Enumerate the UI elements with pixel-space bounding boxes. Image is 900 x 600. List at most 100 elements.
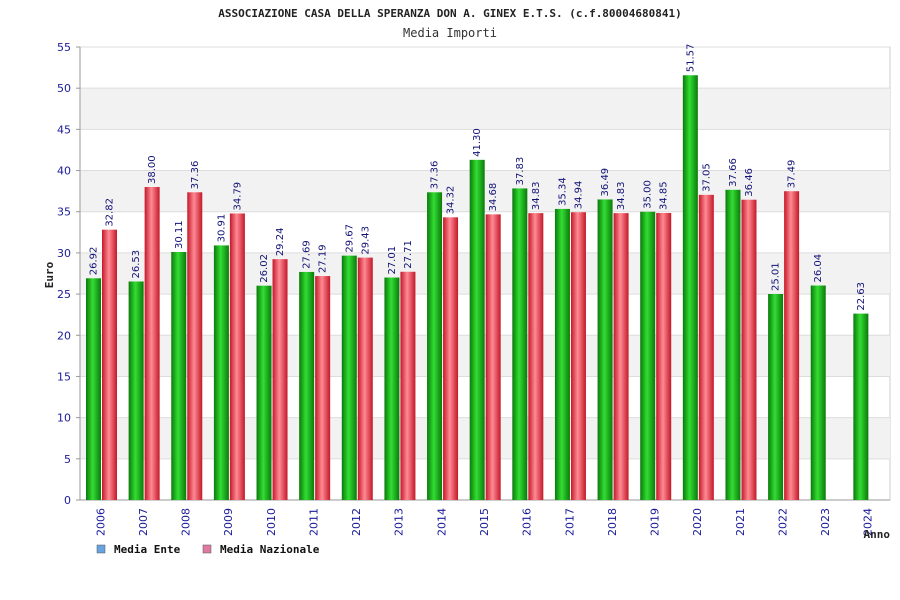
plot-band — [80, 88, 890, 130]
bar-media-nazionale — [741, 199, 757, 500]
data-label-media-ente: 37.36 — [430, 161, 441, 190]
bar-media-nazionale — [443, 217, 459, 500]
data-label-media-nazionale: 29.43 — [360, 226, 371, 255]
bar-media-ente — [768, 294, 784, 500]
y-tick-label: 10 — [57, 412, 71, 425]
y-tick-label: 35 — [57, 206, 71, 219]
data-label-media-ente: 30.91 — [216, 214, 227, 243]
legend-swatch-media-ente — [96, 544, 106, 554]
data-label-media-ente: 27.69 — [302, 240, 313, 269]
data-label-media-ente: 30.11 — [174, 220, 185, 249]
x-tick-label: 2006 — [94, 508, 107, 536]
data-label-media-nazionale: 38.00 — [147, 155, 158, 184]
x-tick-label: 2016 — [521, 508, 534, 536]
data-label-media-ente: 25.01 — [771, 262, 782, 291]
bar-media-ente — [512, 188, 528, 500]
data-label-media-ente: 22.63 — [856, 282, 867, 311]
bar-media-nazionale — [784, 191, 800, 500]
y-tick-label: 20 — [57, 329, 71, 342]
data-label-media-nazionale: 32.82 — [105, 198, 116, 227]
data-label-media-nazionale: 36.46 — [744, 168, 755, 197]
data-label-media-ente: 26.92 — [89, 247, 100, 276]
data-label-media-nazionale: 27.19 — [318, 244, 329, 273]
bar-media-nazionale — [144, 187, 160, 500]
bar-media-nazionale — [528, 213, 544, 501]
bar-media-ente — [86, 278, 101, 500]
data-label-media-nazionale: 37.49 — [787, 160, 798, 189]
data-label-media-nazionale: 34.32 — [446, 186, 457, 215]
chart-title: ASSOCIAZIONE CASA DELLA SPERANZA DON A. … — [218, 7, 682, 20]
data-label-media-ente: 26.53 — [131, 250, 142, 279]
bar-media-ente — [128, 281, 144, 500]
bar-media-ente — [469, 159, 485, 500]
legend-label-media-ente: Media Ente — [114, 543, 181, 556]
bar-media-ente — [256, 285, 272, 500]
data-label-media-ente: 26.02 — [259, 254, 270, 283]
y-tick-label: 5 — [64, 453, 71, 466]
x-tick-label: 2022 — [776, 508, 789, 536]
bar-media-nazionale — [613, 213, 629, 501]
data-label-media-ente: 27.01 — [387, 246, 398, 275]
data-label-media-nazionale: 34.79 — [232, 182, 243, 211]
data-label-media-ente: 35.00 — [643, 180, 654, 209]
y-tick-label: 50 — [57, 82, 71, 95]
x-tick-label: 2014 — [435, 508, 448, 536]
x-tick-label: 2019 — [649, 508, 662, 536]
bar-media-ente — [171, 252, 187, 500]
y-tick-label: 0 — [64, 494, 71, 507]
data-labels-group: 26.92 32.82 26.53 38.00 30.11 37.36 30.91 34.79… — [89, 44, 867, 311]
x-tick-label: 2007 — [137, 508, 150, 536]
bar-media-nazionale — [485, 214, 501, 500]
bar-media-ente — [597, 199, 613, 501]
bar-media-ente — [341, 255, 357, 500]
data-label-media-nazionale: 34.94 — [573, 181, 584, 210]
y-tick-label: 15 — [57, 370, 71, 383]
x-tick-label: 2020 — [691, 508, 704, 536]
bar-media-ente — [213, 245, 229, 500]
y-tick-label: 45 — [57, 123, 71, 136]
x-tick-label: 2010 — [265, 508, 278, 536]
data-label-media-nazionale: 37.05 — [701, 163, 712, 192]
y-axis-label: Euro — [43, 261, 56, 288]
data-label-media-nazionale: 34.83 — [531, 181, 542, 210]
data-label-media-ente: 35.34 — [557, 177, 568, 206]
data-label-media-ente: 37.83 — [515, 157, 526, 186]
bar-media-ente — [682, 75, 698, 500]
x-tick-label: 2021 — [734, 508, 747, 536]
x-tick-label: 2012 — [350, 508, 363, 536]
x-tick-label: 2023 — [819, 508, 832, 536]
bars-group — [86, 75, 869, 501]
bar-media-nazionale — [698, 194, 714, 501]
bar-media-nazionale — [272, 259, 288, 500]
x-tick-label: 2008 — [180, 508, 193, 536]
x-tick-label: 2011 — [307, 508, 320, 536]
legend-label-media-nazionale: Media Nazionale — [220, 543, 320, 556]
data-label-media-ente: 41.30 — [472, 128, 483, 157]
bar-media-nazionale — [656, 212, 672, 501]
y-tick-label: 40 — [57, 165, 71, 178]
bar-media-nazionale — [102, 229, 117, 500]
data-label-media-nazionale: 27.71 — [403, 240, 414, 269]
bar-media-ente — [725, 189, 741, 500]
x-tick-label: 2009 — [222, 508, 235, 536]
data-label-media-nazionale: 29.24 — [275, 228, 286, 257]
data-label-media-nazionale: 37.36 — [190, 161, 201, 190]
data-label-media-ente: 26.04 — [813, 254, 824, 283]
bar-media-ente — [810, 285, 826, 500]
legend-swatch-media-nazionale — [202, 544, 212, 554]
bar-media-nazionale — [400, 271, 416, 500]
bar-media-nazionale — [229, 213, 245, 500]
data-label-media-nazionale: 34.83 — [616, 181, 627, 210]
x-tick-label: 2018 — [606, 508, 619, 536]
y-tick-label: 30 — [57, 247, 71, 260]
bar-media-ente — [554, 208, 570, 500]
x-axis-label: Anno — [864, 528, 891, 541]
chart-subtitle: Media Importi — [403, 26, 497, 40]
x-tick-label: 2017 — [563, 508, 576, 536]
x-tick-label: 2015 — [478, 508, 491, 536]
y-tick-label: 55 — [57, 41, 71, 54]
bar-media-ente — [427, 192, 443, 500]
bar-media-nazionale — [187, 192, 203, 500]
x-tick-label: 2024 — [862, 508, 875, 536]
